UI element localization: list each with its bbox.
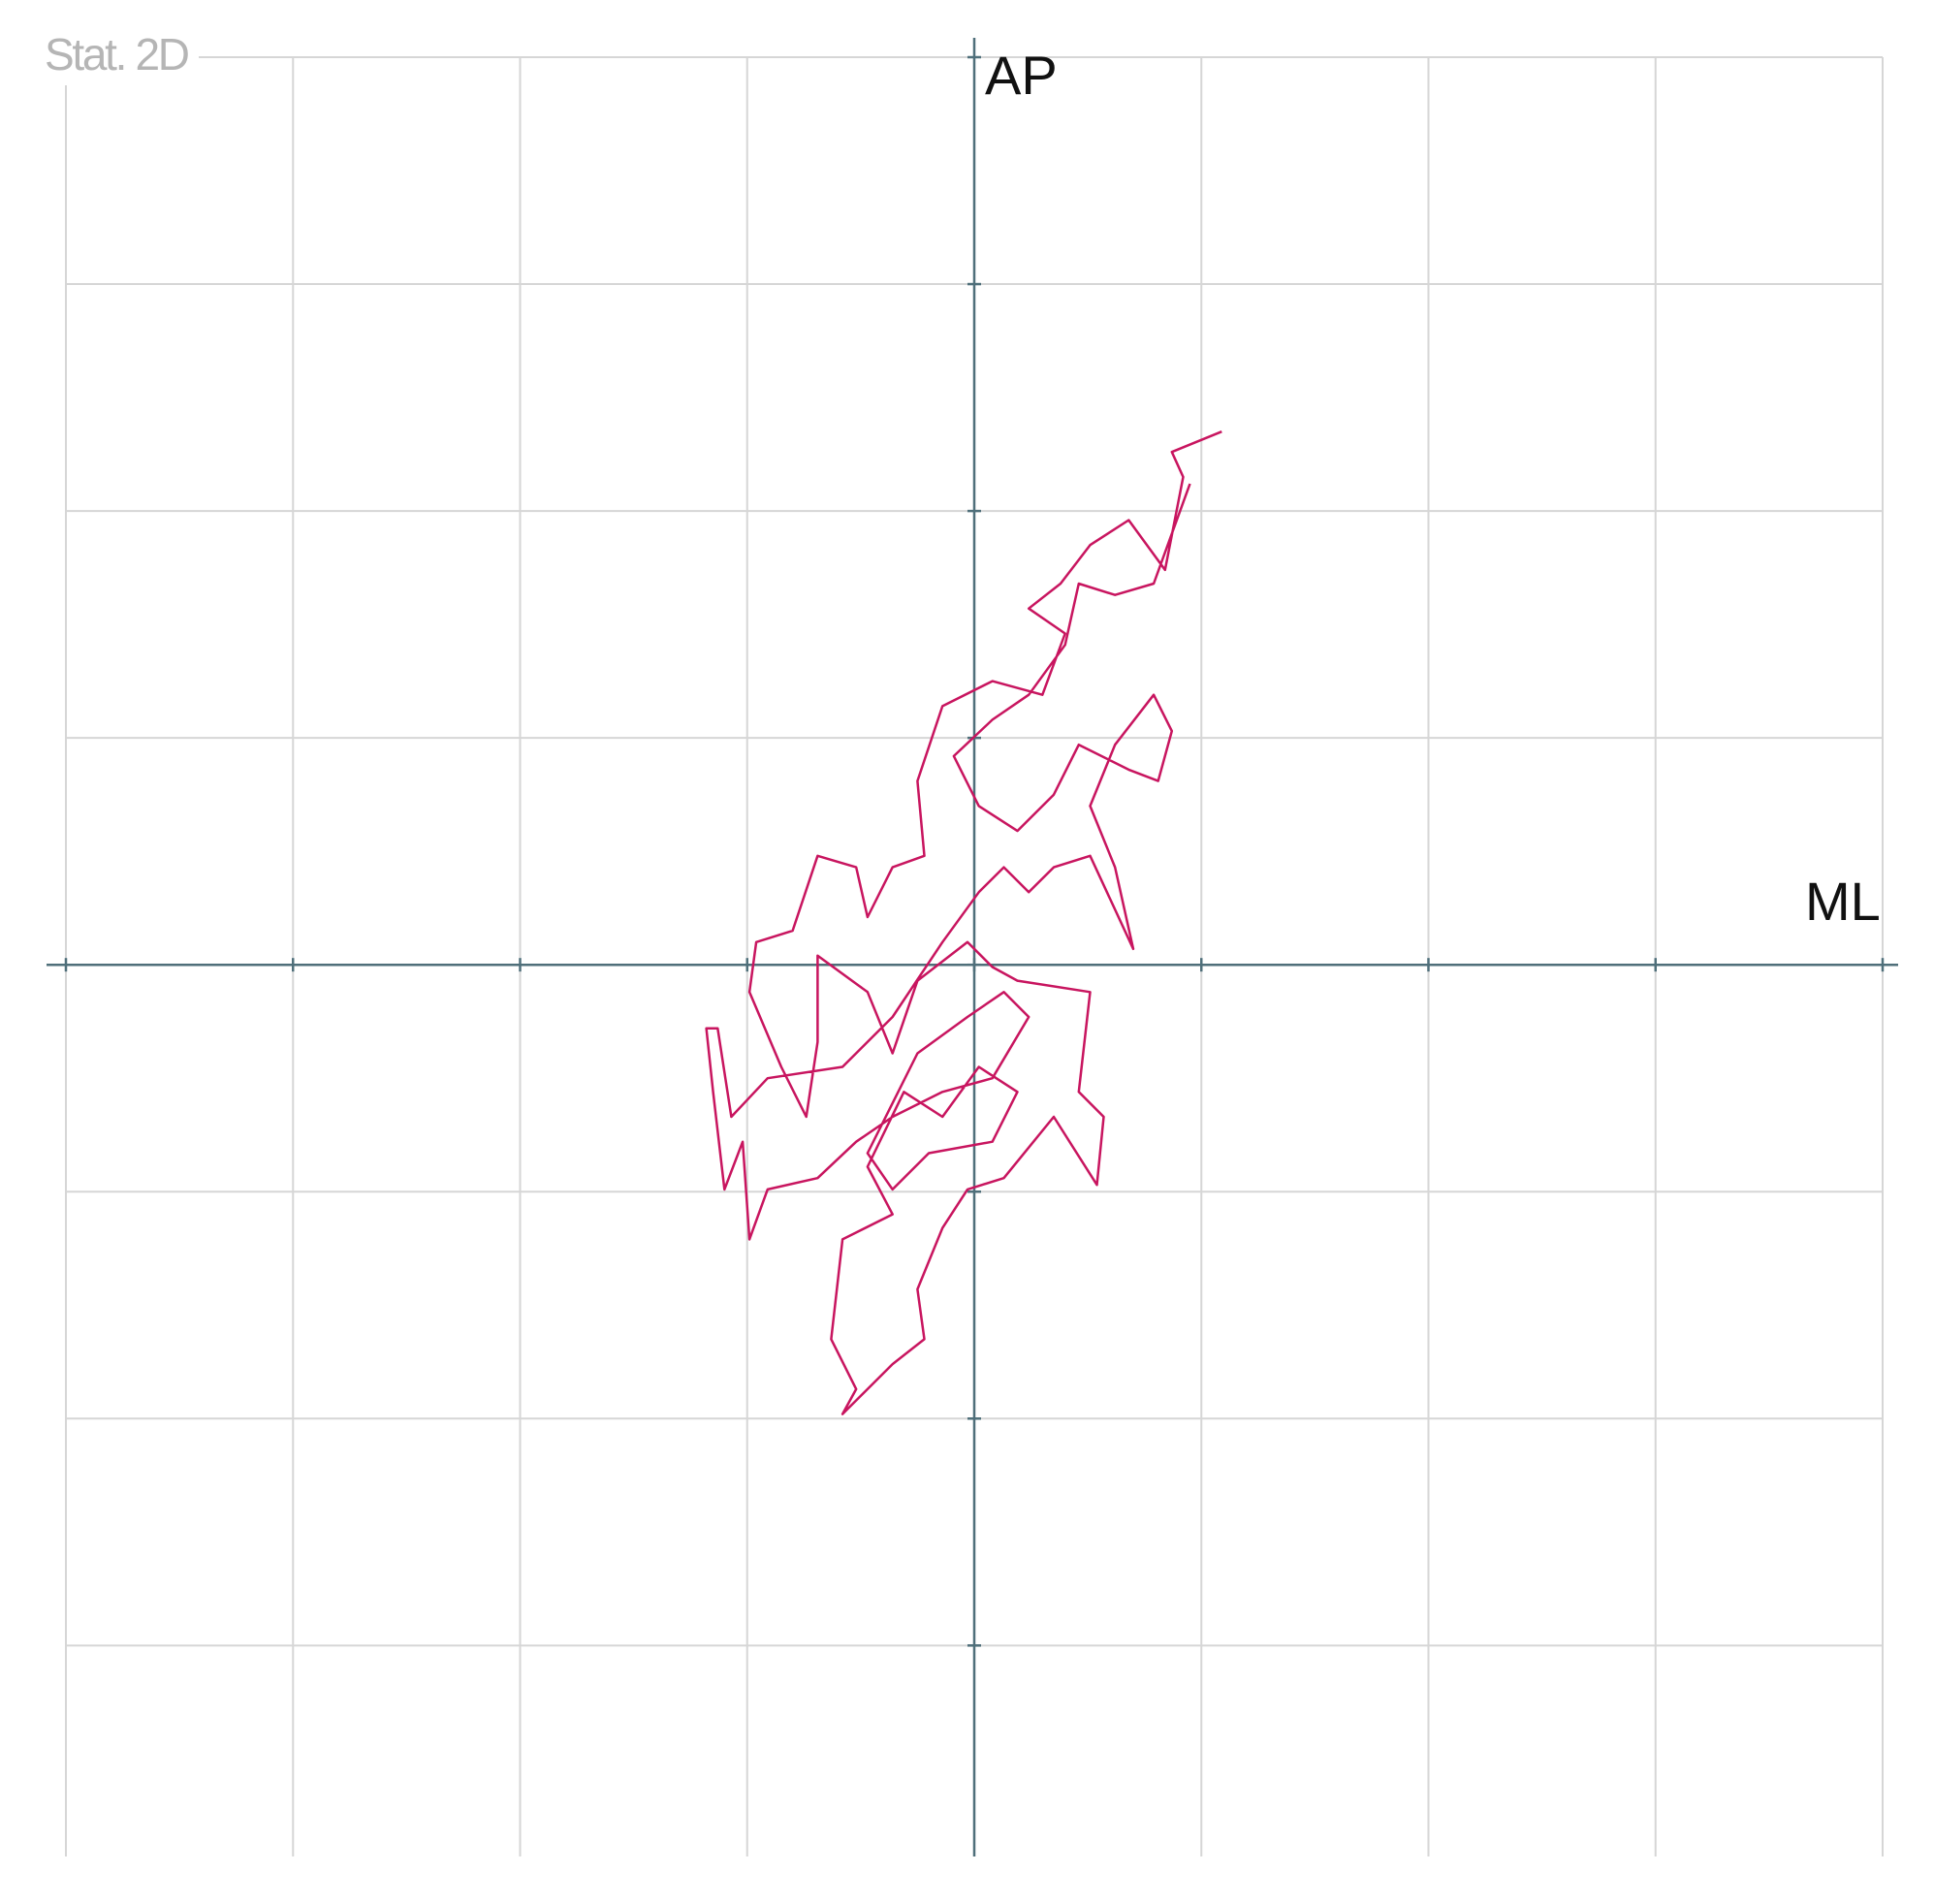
title-background xyxy=(39,29,199,85)
y-axis-label: AP xyxy=(985,45,1058,106)
chart-title: Stat. 2D xyxy=(45,29,190,79)
axes xyxy=(47,38,1898,1856)
trajectory-line xyxy=(705,430,1222,1415)
plot xyxy=(705,430,1222,1415)
x-axis-label: ML xyxy=(1805,871,1881,932)
